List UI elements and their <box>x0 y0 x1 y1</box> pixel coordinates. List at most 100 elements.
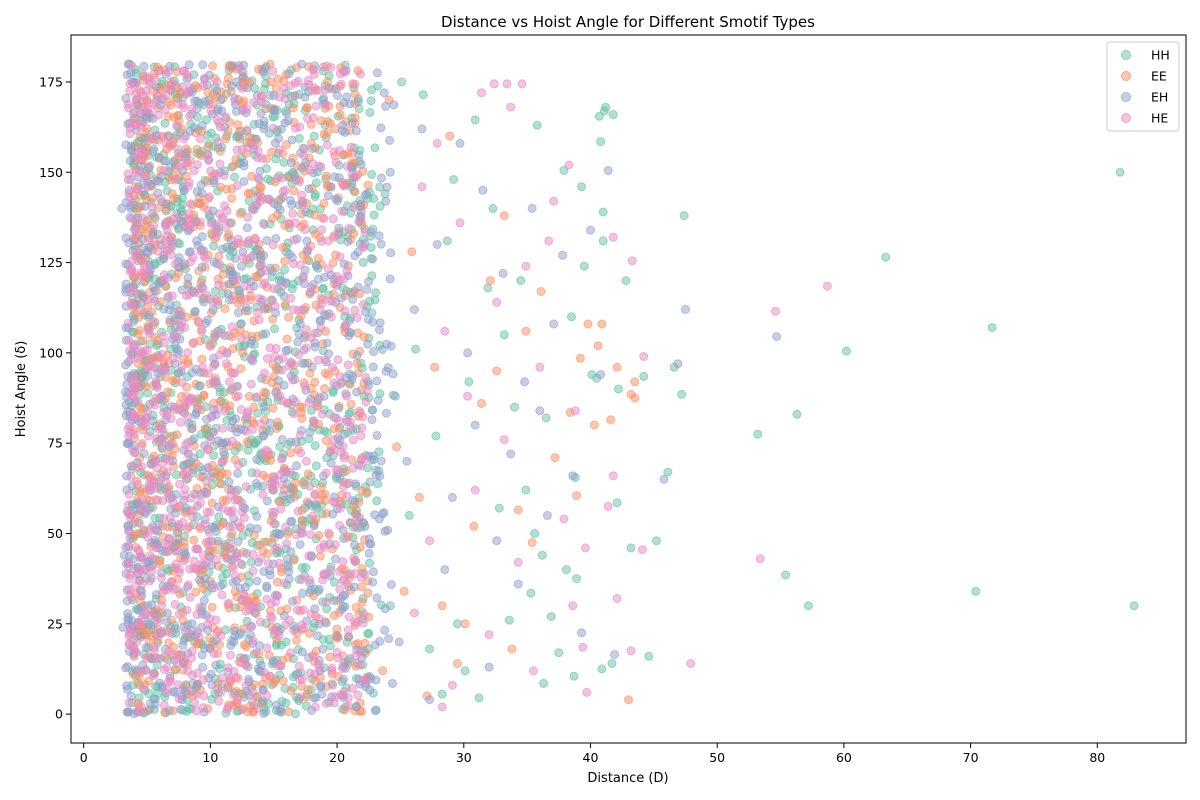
data-point <box>375 636 385 646</box>
data-point <box>221 359 231 368</box>
data-point <box>232 551 242 561</box>
data-point <box>213 404 223 414</box>
data-point <box>337 206 347 216</box>
data-point <box>150 73 160 83</box>
data-point <box>141 665 151 675</box>
data-point <box>174 694 184 704</box>
data-point <box>304 79 314 89</box>
data-point <box>312 401 322 411</box>
data-point <box>225 401 235 411</box>
data-point <box>295 260 305 270</box>
data-point <box>613 384 623 394</box>
data-point <box>124 335 134 345</box>
data-point <box>134 148 143 158</box>
data-point <box>303 114 312 124</box>
data-point <box>686 659 696 668</box>
data-point <box>297 414 307 423</box>
data-point <box>513 505 523 515</box>
data-point <box>323 264 333 274</box>
data-point <box>299 623 309 633</box>
data-point <box>306 283 316 293</box>
data-point <box>311 101 321 111</box>
data-point <box>304 398 314 408</box>
y-tick-label: 50 <box>47 526 63 541</box>
data-point <box>129 314 139 324</box>
data-point <box>217 673 227 683</box>
data-point <box>295 430 305 440</box>
data-point <box>381 101 391 111</box>
data-point <box>132 637 142 647</box>
data-point <box>125 570 135 580</box>
data-point <box>283 116 293 126</box>
data-point <box>361 373 371 382</box>
data-point <box>309 652 319 662</box>
data-point <box>402 456 412 466</box>
data-point <box>587 370 597 380</box>
data-point <box>626 646 636 656</box>
data-point <box>134 518 144 528</box>
data-point <box>569 671 579 681</box>
data-point <box>478 185 488 195</box>
data-point <box>354 150 364 160</box>
data-point <box>121 663 131 673</box>
data-point <box>147 566 157 576</box>
data-point <box>170 687 179 697</box>
data-point <box>171 131 181 140</box>
data-point <box>183 348 193 358</box>
data-point <box>205 341 215 350</box>
data-point <box>539 678 549 688</box>
data-point <box>160 105 170 115</box>
data-point <box>118 622 128 632</box>
data-point <box>612 498 622 508</box>
plot-frame <box>70 34 1187 744</box>
data-point <box>269 105 279 115</box>
data-point <box>258 193 268 203</box>
data-point <box>125 129 135 139</box>
data-point <box>144 310 154 320</box>
data-point <box>316 236 326 246</box>
data-point <box>182 605 192 615</box>
data-point <box>179 134 189 144</box>
data-point <box>211 615 221 625</box>
data-point <box>651 536 661 546</box>
data-point <box>144 505 154 515</box>
data-point <box>256 97 266 106</box>
data-point <box>173 306 183 316</box>
data-point <box>360 190 370 200</box>
data-point <box>639 371 649 381</box>
data-point <box>198 550 208 560</box>
data-point <box>199 595 209 605</box>
data-point <box>180 626 190 636</box>
data-point <box>286 686 296 696</box>
data-point <box>369 347 378 357</box>
legend-marker <box>1121 113 1131 123</box>
data-point <box>124 489 134 499</box>
data-point <box>385 135 395 145</box>
data-point <box>463 348 473 358</box>
data-point <box>145 551 155 561</box>
data-point <box>301 325 311 335</box>
data-point <box>156 573 166 583</box>
data-point <box>597 319 607 329</box>
data-point <box>164 489 174 499</box>
data-point <box>374 231 384 241</box>
data-point <box>579 261 589 271</box>
data-point <box>162 217 172 227</box>
legend-marker <box>1121 71 1131 81</box>
data-point <box>255 617 265 627</box>
x-tick-label: 60 <box>836 750 852 765</box>
data-point <box>199 390 209 400</box>
data-point <box>603 166 613 175</box>
data-point <box>276 454 286 464</box>
data-point <box>338 576 348 586</box>
data-point <box>506 102 516 112</box>
data-point <box>321 85 330 95</box>
data-point <box>183 72 193 82</box>
data-point <box>193 402 203 412</box>
data-point <box>392 442 402 452</box>
data-point <box>215 479 225 489</box>
data-point <box>331 157 341 167</box>
data-point <box>679 211 689 221</box>
data-point <box>252 392 262 402</box>
data-point <box>138 213 147 223</box>
